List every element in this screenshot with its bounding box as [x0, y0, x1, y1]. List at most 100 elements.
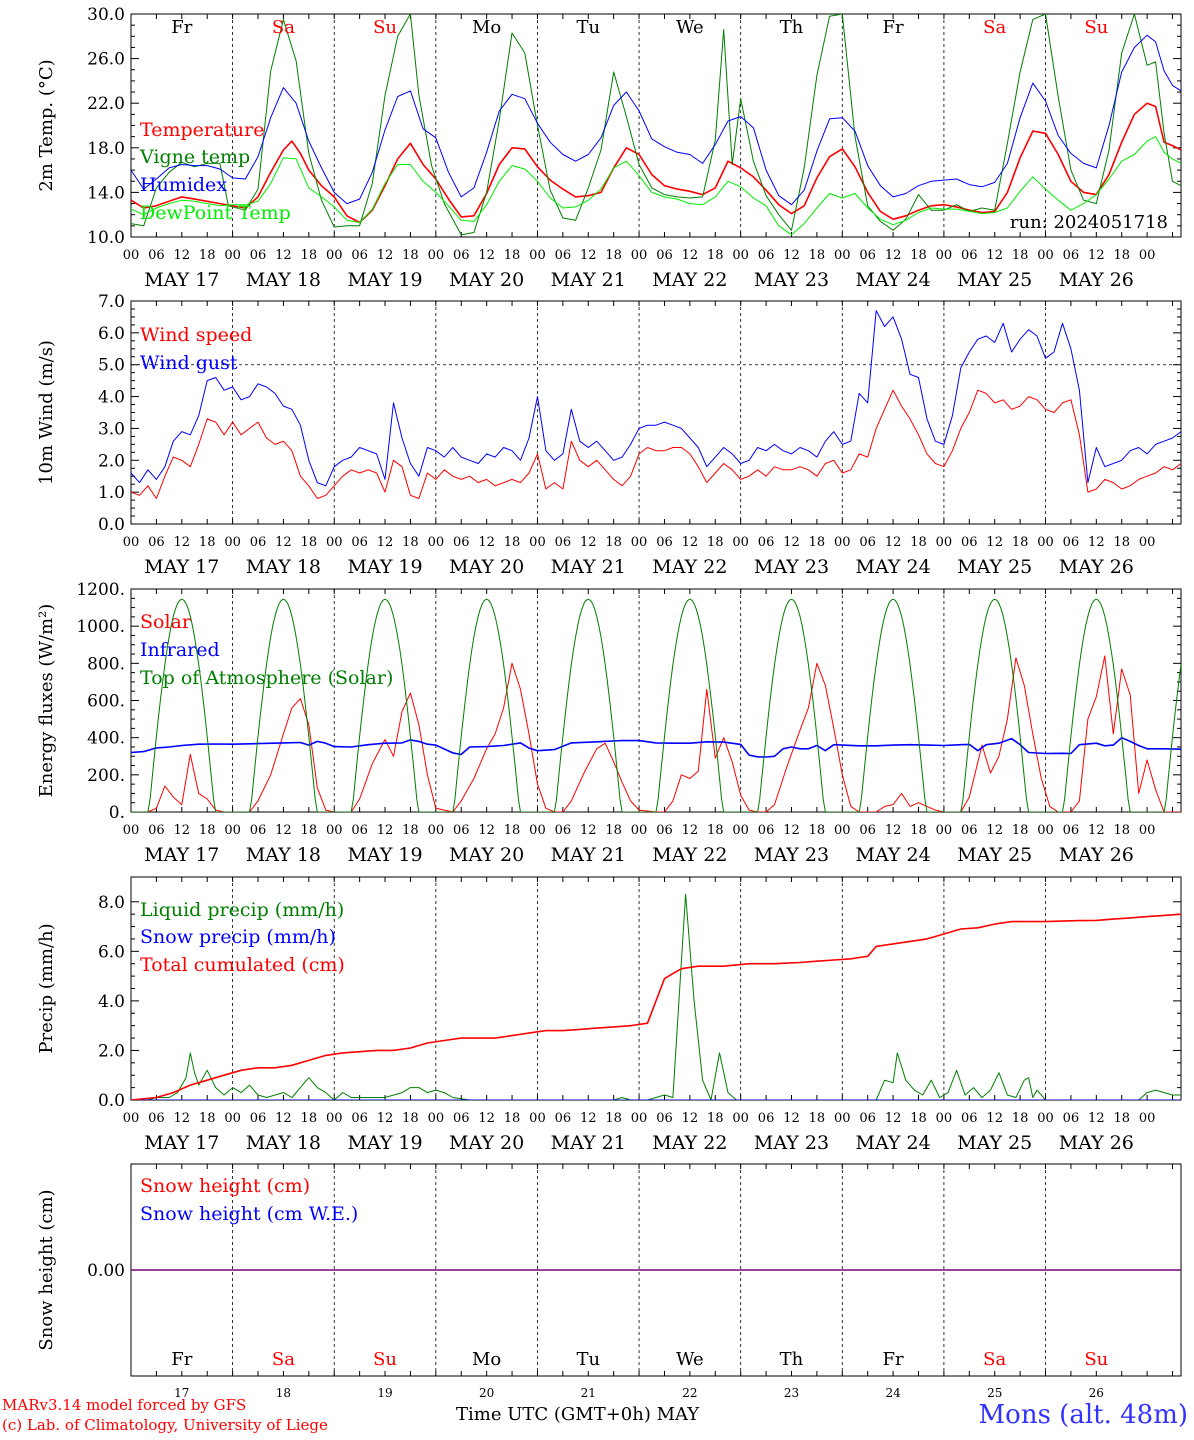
- hour-label: 00: [224, 1111, 241, 1126]
- model-credit: MARv3.14 model forced by GFS: [2, 1396, 247, 1414]
- series-line-infrared: [131, 736, 1181, 758]
- hour-label: 18: [910, 1111, 927, 1126]
- y-tick-label: 4.0: [98, 992, 125, 1012]
- hour-label: 12: [783, 1111, 800, 1126]
- y-tick-label: 26.0: [87, 50, 125, 70]
- hour-label: 12: [1088, 535, 1105, 550]
- hour-label: 18: [1113, 535, 1130, 550]
- hour-label: 18: [301, 823, 318, 838]
- hour-label: 18: [1113, 1111, 1130, 1126]
- hour-label: 18: [199, 248, 216, 263]
- day-name: We: [676, 17, 704, 38]
- legend-entry: Wind gust: [140, 352, 238, 374]
- chart-panel-3: 0. 200. 400. 600. 800. 1000. 1200. Energy fluxe…: [36, 580, 1182, 866]
- day-name: Su: [373, 17, 397, 38]
- hour-label: 06: [961, 248, 978, 263]
- date-label: MAY 17: [144, 844, 219, 866]
- legend-entry: Wind speed: [140, 324, 252, 346]
- hour-label: 18: [199, 535, 216, 550]
- hour-label: 06: [250, 1111, 267, 1126]
- hour-label: 00: [1037, 248, 1054, 263]
- hour-label: 00: [834, 535, 851, 550]
- day-name: Fr: [171, 17, 192, 38]
- date-label: MAY 25: [957, 269, 1032, 291]
- hour-label: 12: [174, 823, 191, 838]
- legend-entry: Temperature: [140, 119, 264, 141]
- day-number: 17: [174, 1386, 189, 1400]
- day-name: Sa: [272, 17, 295, 38]
- day-name-bottom: Fr: [883, 1349, 904, 1370]
- y-tick-label: 6.0: [98, 942, 125, 962]
- hour-label: 00: [732, 823, 749, 838]
- series-line-wind-gust: [131, 310, 1181, 487]
- date-label: MAY 19: [347, 1132, 422, 1154]
- hour-label: 06: [1063, 1111, 1080, 1126]
- date-label: MAY 17: [144, 556, 219, 578]
- date-label: MAY 20: [449, 844, 524, 866]
- hour-label: 00: [732, 535, 749, 550]
- chart-panel-5: 0.00 Snow height (cm) Snow height (cm) Snow…: [36, 1163, 1182, 1400]
- legend-entry: Humidex: [140, 174, 227, 196]
- hour-label: 00: [631, 823, 648, 838]
- hour-label: 00: [631, 248, 648, 263]
- series-line-total-cumulated-cm: [131, 913, 1181, 1100]
- hour-label: 12: [783, 535, 800, 550]
- y-tick-label: 22.0: [87, 94, 125, 114]
- series-line-wind-speed: [131, 389, 1181, 499]
- hour-label: 18: [809, 1111, 826, 1126]
- y-tick-label: 1200.: [76, 580, 125, 600]
- hour-label: 00: [529, 1111, 546, 1126]
- hour-label: 12: [478, 535, 495, 550]
- day-number: 21: [581, 1386, 596, 1400]
- y-tick-label: 600.: [87, 692, 125, 712]
- legend-entry: Vigne temp: [139, 146, 250, 168]
- day-name-bottom: We: [676, 1349, 704, 1370]
- hour-label: 18: [910, 535, 927, 550]
- y-tick-label: 18.0: [87, 139, 125, 159]
- y-axis-label: Precip (mm/h): [36, 923, 57, 1053]
- legend-entry: Snow height (cm W.E.): [140, 1203, 358, 1225]
- hour-label: 18: [1012, 248, 1029, 263]
- hour-label: 18: [605, 1111, 622, 1126]
- hour-label: 00: [1139, 535, 1156, 550]
- date-label: MAY 22: [652, 844, 727, 866]
- hour-label: 06: [758, 1111, 775, 1126]
- day-name: Fr: [883, 17, 904, 38]
- y-axis-label: Energy fluxes (W/m²): [36, 604, 57, 798]
- hour-label: 00: [631, 1111, 648, 1126]
- y-tick-label: 1.0: [98, 483, 125, 503]
- legend-entry: Snow height (cm): [140, 1175, 310, 1197]
- hour-label: 12: [682, 248, 699, 263]
- hour-label: 12: [174, 248, 191, 263]
- hour-label: 12: [174, 535, 191, 550]
- hour-label: 18: [1113, 248, 1130, 263]
- day-name-bottom: Th: [780, 1349, 804, 1370]
- hour-label: 00: [936, 823, 953, 838]
- date-label: MAY 25: [957, 844, 1032, 866]
- date-label: MAY 23: [754, 556, 829, 578]
- series-line-liquid-precip-mm-h: [131, 893, 1181, 1100]
- hour-label: 06: [758, 248, 775, 263]
- day-number: 26: [1089, 1386, 1104, 1400]
- hour-label: 12: [986, 823, 1003, 838]
- hour-label: 12: [174, 1111, 191, 1126]
- hour-label: 18: [504, 823, 521, 838]
- hour-label: 06: [1063, 248, 1080, 263]
- y-tick-label: 8.0: [98, 893, 125, 913]
- hour-label: 00: [123, 535, 140, 550]
- date-label: MAY 26: [1059, 844, 1134, 866]
- hour-label: 18: [707, 248, 724, 263]
- hour-label: 00: [1037, 823, 1054, 838]
- chart-panel-2: 0.0 1.0 2.0 3.0 4.0 5.0 6.0 7.0 10m Wind (m/s) Wi…: [36, 292, 1182, 578]
- hour-label: 06: [148, 248, 165, 263]
- hour-label: 06: [250, 535, 267, 550]
- hour-label: 12: [986, 248, 1003, 263]
- hour-label: 06: [1063, 535, 1080, 550]
- hour-label: 12: [682, 823, 699, 838]
- hour-label: 00: [326, 1111, 343, 1126]
- hour-label: 12: [885, 1111, 902, 1126]
- hour-label: 18: [504, 535, 521, 550]
- day-name: Tu: [576, 17, 600, 38]
- hour-label: 18: [504, 1111, 521, 1126]
